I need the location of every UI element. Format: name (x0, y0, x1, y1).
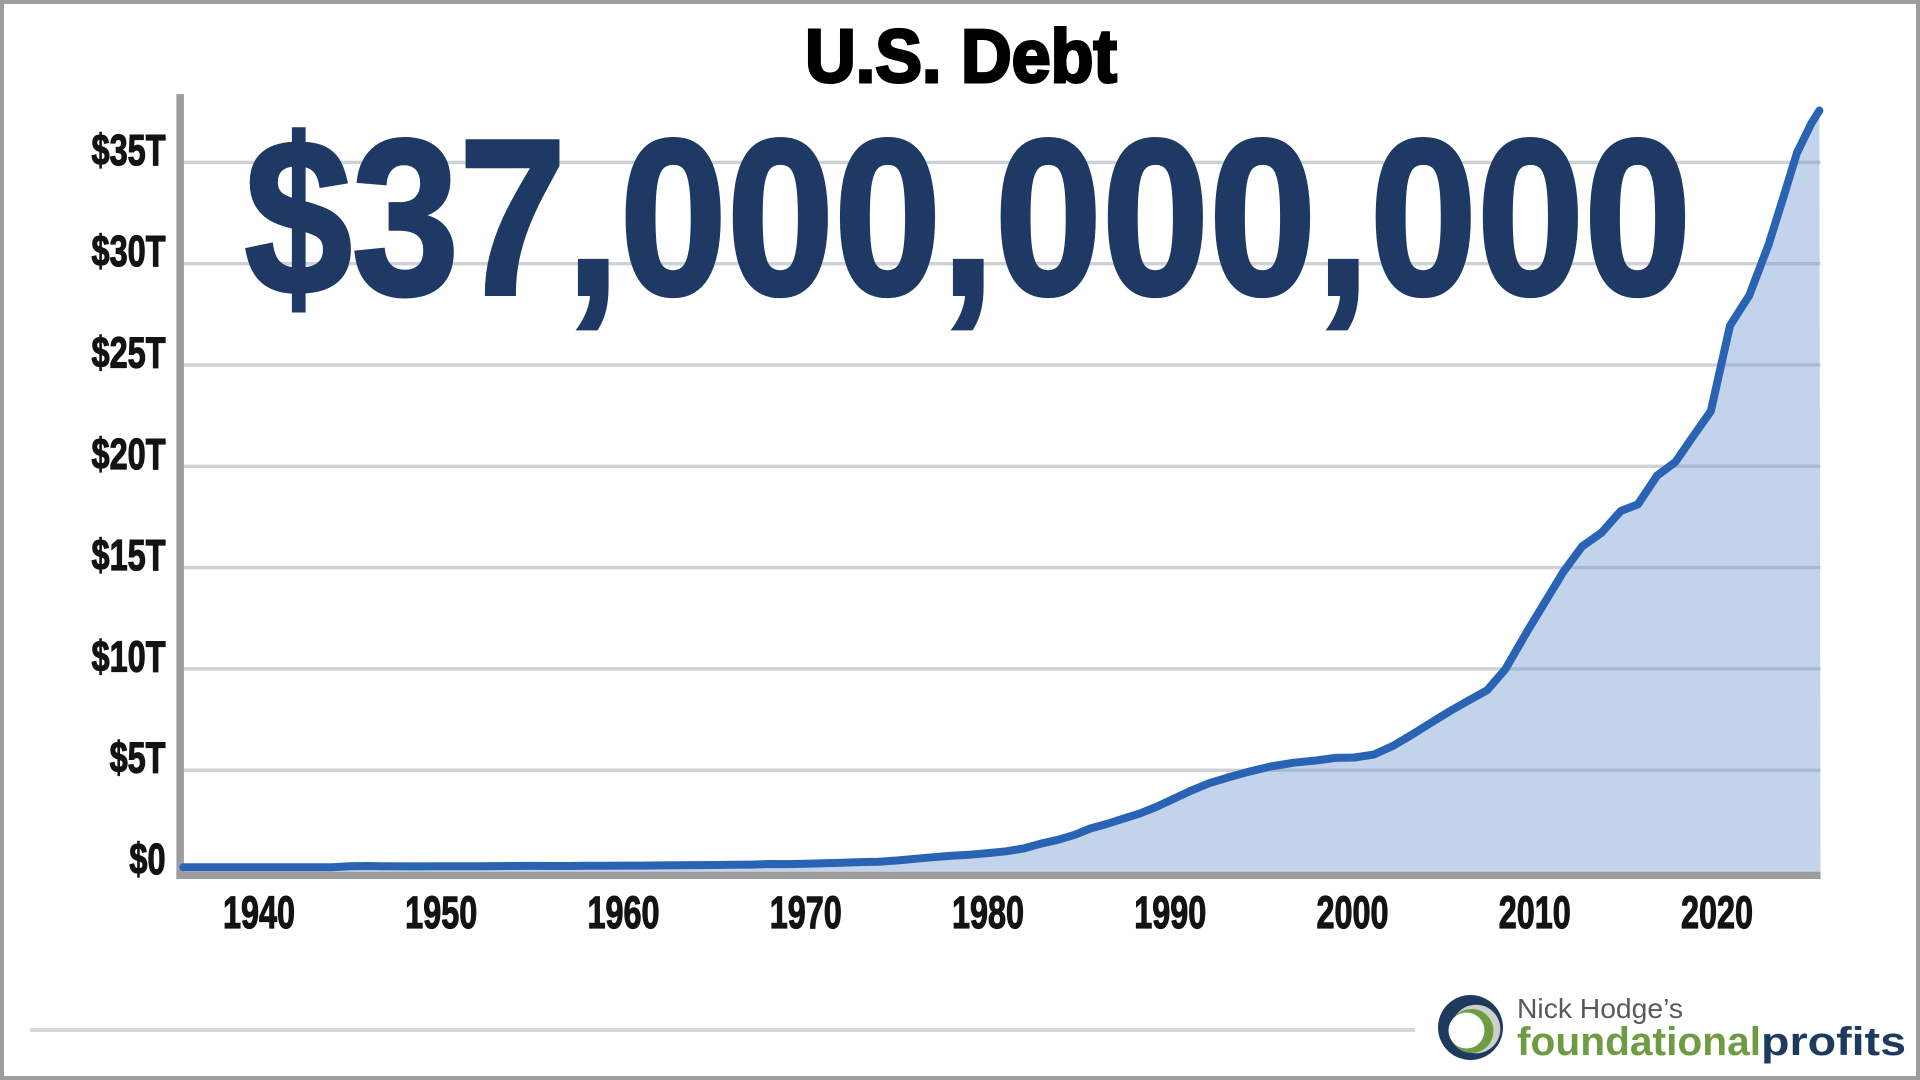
svg-text:$25T: $25T (92, 329, 166, 378)
svg-text:Nick Hodge’s: Nick Hodge’s (1517, 993, 1683, 1024)
svg-text:2010: 2010 (1499, 889, 1571, 938)
svg-text:1960: 1960 (587, 889, 659, 938)
svg-text:1940: 1940 (223, 889, 295, 938)
svg-text:$5T: $5T (110, 734, 166, 783)
svg-text:$37,000,000,000: $37,000,000,000 (245, 94, 1692, 342)
svg-text:1980: 1980 (952, 889, 1024, 938)
svg-text:2000: 2000 (1316, 889, 1388, 938)
svg-text:1990: 1990 (1134, 889, 1206, 938)
svg-text:$0: $0 (129, 835, 165, 884)
svg-text:$20T: $20T (92, 430, 166, 479)
svg-text:foundational: foundational (1517, 1020, 1761, 1064)
svg-text:$35T: $35T (92, 126, 166, 175)
svg-text:$30T: $30T (92, 228, 166, 277)
svg-text:1950: 1950 (405, 889, 477, 938)
svg-text:$15T: $15T (92, 531, 166, 580)
svg-text:1970: 1970 (770, 889, 842, 938)
svg-text:$10T: $10T (92, 633, 166, 682)
svg-text:U.S. Debt: U.S. Debt (805, 15, 1117, 99)
svg-text:profits: profits (1761, 1020, 1906, 1064)
svg-text:2020: 2020 (1681, 889, 1753, 938)
